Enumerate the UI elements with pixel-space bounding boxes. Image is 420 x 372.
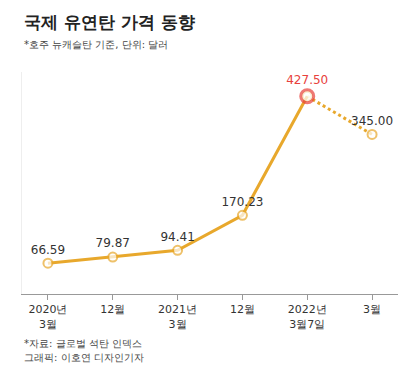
svg-text:66.59: 66.59 <box>31 243 65 257</box>
svg-text:94.41: 94.41 <box>160 230 194 244</box>
svg-text:*호주 뉴캐슬탄 기준, 단위: 달러: *호주 뉴캐슬탄 기준, 단위: 달러 <box>24 39 168 50</box>
svg-text:3월: 3월 <box>363 303 381 316</box>
svg-text:2021년3월: 2021년3월 <box>158 303 197 330</box>
svg-text:12월: 12월 <box>100 303 125 316</box>
svg-text:2020년3월: 2020년3월 <box>28 303 67 330</box>
svg-text:79.87: 79.87 <box>96 236 130 250</box>
svg-text:2022년3월7일: 2022년3월7일 <box>288 303 327 330</box>
svg-text:345.00: 345.00 <box>351 114 393 128</box>
svg-text:*자료: 글로벌 석탄 인덱스: *자료: 글로벌 석탄 인덱스 <box>24 338 142 349</box>
svg-text:427.50: 427.50 <box>286 73 328 87</box>
svg-text:170.23: 170.23 <box>221 195 263 209</box>
svg-text:국제 유연탄 가격 동향: 국제 유연탄 가격 동향 <box>24 12 195 32</box>
svg-text:12월: 12월 <box>230 303 255 316</box>
svg-text:그래픽: 이호연 디자인기자: 그래픽: 이호연 디자인기자 <box>24 352 144 363</box>
